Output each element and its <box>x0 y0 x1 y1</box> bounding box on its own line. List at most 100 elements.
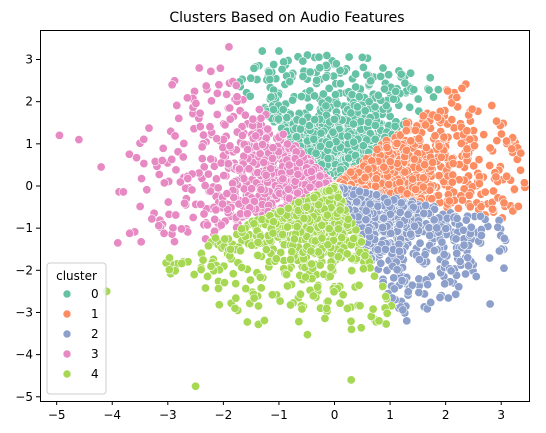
point-cluster-0 <box>273 114 283 124</box>
point-cluster-3 <box>205 122 215 132</box>
point-cluster-3 <box>278 129 288 139</box>
point-cluster-4 <box>276 206 286 216</box>
point-cluster-0 <box>285 77 295 87</box>
point-cluster-2 <box>395 220 405 230</box>
point-cluster-3 <box>293 169 303 179</box>
point-cluster-2 <box>410 221 420 231</box>
point-cluster-3 <box>203 169 213 179</box>
point-cluster-4 <box>334 224 344 234</box>
point-cluster-2 <box>439 249 449 259</box>
point-cluster-1 <box>474 155 484 165</box>
point-cluster-4 <box>337 233 347 243</box>
y-tick-label: 2 <box>25 95 33 109</box>
point-cluster-2 <box>437 237 447 247</box>
point-cluster-0 <box>312 75 322 85</box>
point-cluster-3 <box>206 66 216 76</box>
point-cluster-0 <box>370 134 380 144</box>
y-tick-label: −4 <box>15 348 33 362</box>
point-cluster-3 <box>136 237 146 247</box>
point-cluster-1 <box>513 201 523 211</box>
point-cluster-3 <box>247 184 257 194</box>
point-cluster-4 <box>369 271 379 281</box>
point-cluster-3 <box>163 197 173 207</box>
point-cluster-2 <box>403 287 413 297</box>
point-cluster-1 <box>476 202 486 212</box>
point-cluster-0 <box>323 154 333 164</box>
point-cluster-4-outlier <box>346 375 356 385</box>
point-cluster-3 <box>199 209 209 219</box>
point-cluster-2 <box>389 284 399 294</box>
point-cluster-4 <box>226 244 236 254</box>
point-cluster-0 <box>329 114 339 124</box>
point-cluster-4 <box>308 291 318 301</box>
point-cluster-2 <box>423 280 433 290</box>
legend-title: cluster <box>56 269 97 283</box>
point-cluster-4 <box>309 193 319 203</box>
point-cluster-0 <box>245 91 255 101</box>
point-cluster-1 <box>462 126 472 136</box>
point-cluster-1 <box>402 189 412 199</box>
point-cluster-2 <box>403 210 413 220</box>
point-cluster-2 <box>485 253 495 263</box>
point-cluster-1 <box>436 152 446 162</box>
point-cluster-4 <box>335 298 345 308</box>
point-cluster-0 <box>400 78 410 88</box>
point-cluster-3 <box>268 143 278 153</box>
point-cluster-4 <box>297 304 307 314</box>
point-cluster-3 <box>225 103 235 113</box>
point-cluster-4 <box>177 258 187 268</box>
point-cluster-1 <box>492 136 502 146</box>
point-cluster-2 <box>354 186 364 196</box>
point-cluster-3 <box>225 114 235 124</box>
point-cluster-3 <box>196 199 206 209</box>
point-cluster-3 <box>201 81 211 91</box>
point-cluster-1-outlier <box>485 143 495 153</box>
point-cluster-2 <box>420 250 430 260</box>
point-cluster-4 <box>198 255 208 265</box>
point-cluster-2 <box>386 228 396 238</box>
point-cluster-3 <box>144 123 154 133</box>
point-cluster-4 <box>203 241 213 251</box>
point-cluster-1 <box>457 195 467 205</box>
point-cluster-3 <box>305 182 315 192</box>
point-cluster-1 <box>401 145 411 155</box>
point-cluster-0 <box>269 60 279 70</box>
point-cluster-4-outlier <box>302 202 312 212</box>
point-cluster-2 <box>463 253 473 263</box>
point-cluster-3 <box>178 152 188 162</box>
point-cluster-4 <box>286 255 296 265</box>
point-cluster-0 <box>378 63 388 73</box>
point-cluster-3 <box>206 154 216 164</box>
point-cluster-1 <box>465 202 475 212</box>
point-cluster-2 <box>464 261 474 271</box>
point-cluster-3 <box>118 187 128 197</box>
point-cluster-0 <box>324 83 334 93</box>
point-cluster-2 <box>493 222 503 232</box>
x-tick-label: −4 <box>103 408 121 422</box>
point-cluster-0 <box>298 56 308 66</box>
point-cluster-4 <box>261 245 271 255</box>
legend-marker-0 <box>62 289 72 299</box>
point-cluster-2 <box>389 273 399 283</box>
point-cluster-2 <box>429 246 439 256</box>
point-cluster-3 <box>183 174 193 184</box>
y-tick-label: −3 <box>15 305 33 319</box>
point-cluster-4 <box>282 270 292 280</box>
point-cluster-3 <box>168 223 178 233</box>
point-cluster-3 <box>222 89 232 99</box>
point-cluster-3 <box>211 174 221 184</box>
point-cluster-1 <box>487 204 497 214</box>
point-cluster-0 <box>249 63 259 73</box>
point-cluster-1 <box>469 141 479 151</box>
point-cluster-3 <box>174 113 184 123</box>
point-cluster-0 <box>266 92 276 102</box>
point-cluster-3 <box>295 158 305 168</box>
point-cluster-0 <box>413 94 423 104</box>
point-cluster-3 <box>188 212 198 222</box>
point-cluster-4 <box>342 249 352 259</box>
point-cluster-4 <box>206 261 216 271</box>
point-cluster-4 <box>253 301 263 311</box>
point-cluster-4 <box>220 234 230 244</box>
point-cluster-1 <box>418 173 428 183</box>
point-cluster-4 <box>320 313 330 323</box>
